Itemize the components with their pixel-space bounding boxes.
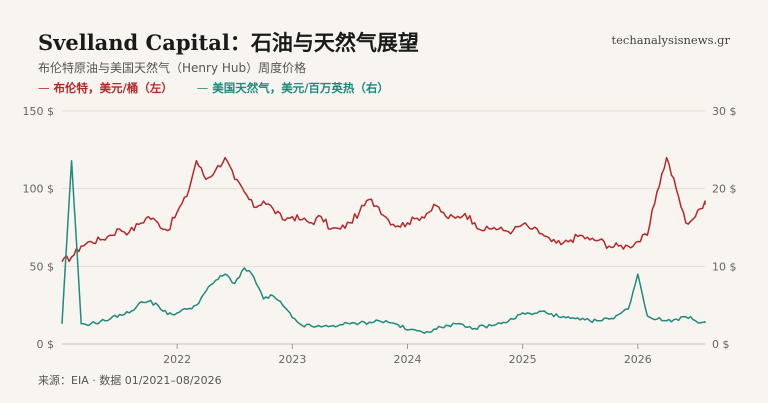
series-line-brent	[61, 156, 706, 263]
right-tick-label: 10 $	[712, 260, 737, 273]
right-tick-label: 30 $	[712, 105, 737, 118]
x-tick-label: 2025	[509, 353, 537, 366]
x-tick-label: 2024	[393, 353, 421, 366]
x-tick-label: 2023	[278, 353, 306, 366]
left-tick-label: 150 $	[23, 105, 55, 118]
legend-label-gas: 美国天然气，美元/百万英热（右）	[212, 81, 389, 95]
legend: — 布伦特，美元/桶（左） — 美国天然气，美元/百万英热（右）	[38, 80, 409, 96]
legend-label-brent: 布伦特，美元/桶（左）	[53, 81, 173, 95]
x-tick-label: 2022	[163, 353, 191, 366]
chart-subtitle: 布伦特原油与美国天然气（Henry Hub）周度价格	[38, 61, 307, 75]
source-note: 来源：EIA · 数据 01/2021–08/2026	[38, 374, 222, 387]
legend-item-brent: — 布伦特，美元/桶（左）	[38, 81, 173, 95]
left-tick-label: 100 $	[23, 183, 55, 196]
x-tick-label: 2026	[624, 353, 652, 366]
legend-item-gas: — 美国天然气，美元/百万英热（右）	[196, 81, 389, 95]
chart-title: Svelland Capital：石油与天然气展望	[38, 30, 419, 55]
left-tick-label: 50 $	[30, 260, 55, 273]
left-tick-label: 0 $	[37, 338, 55, 351]
right-tick-label: 20 $	[712, 183, 737, 196]
series-line-gas	[61, 159, 706, 334]
right-tick-label: 0 $	[712, 338, 730, 351]
site-name: techanalysisnews.gr	[611, 33, 730, 47]
